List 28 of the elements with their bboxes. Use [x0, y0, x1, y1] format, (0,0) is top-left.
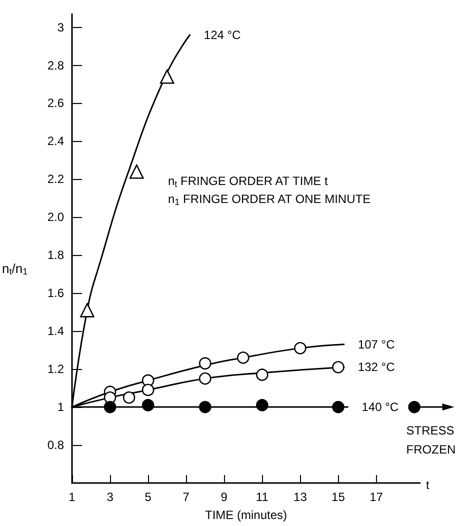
x-tick-label: 17	[370, 490, 384, 504]
y-tick-label: 0.8	[47, 438, 64, 452]
x-axis-title: TIME (minutes)	[204, 508, 288, 522]
y-tick-label: 1.6	[47, 286, 64, 300]
x-tick-label: 13	[294, 490, 308, 504]
text: t	[426, 478, 430, 492]
x-tick-label: 11	[256, 490, 269, 504]
x-tick-label: 7	[182, 490, 190, 504]
y-tick-label: 1	[57, 400, 64, 414]
y-tick-label: 2.8	[47, 58, 64, 72]
legend-label: 140 °C	[362, 400, 399, 414]
x-tick-label: 9	[220, 490, 228, 504]
y-tick-label: 1.8	[47, 248, 64, 262]
y-tick-label: 2.4	[47, 134, 64, 148]
y-tick-label: 1.4	[47, 324, 64, 338]
y-tick-label: 2.2	[47, 172, 64, 186]
y-tick-label: 2.0	[47, 210, 64, 224]
series-label: 132 °C	[358, 360, 396, 374]
x-tick-label: 5	[144, 490, 152, 504]
x-tick-label: 1	[68, 490, 76, 504]
x-tick-label: 15	[332, 490, 346, 504]
series-label: 107 °C	[358, 337, 396, 352]
y-tick-label: 3	[57, 20, 64, 34]
annotation: STRESS FROZEN	[406, 424, 456, 457]
y-tick-label: 1.2	[47, 362, 64, 376]
series-label: 124 °C	[204, 28, 242, 42]
x-tick-label: 3	[106, 490, 114, 504]
y-tick-label: 2.6	[47, 96, 64, 110]
